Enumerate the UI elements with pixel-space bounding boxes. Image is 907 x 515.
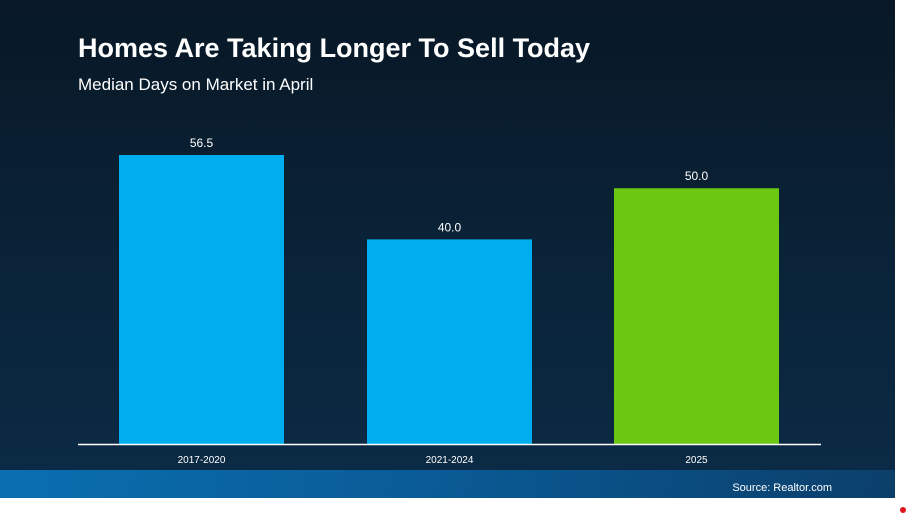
chart-title: Homes Are Taking Longer To Sell Today	[78, 33, 591, 63]
bar-2021-2024	[367, 239, 532, 444]
x-tick-label: 2017-2020	[178, 455, 226, 466]
data-label: 50.0	[685, 169, 709, 183]
x-tick-label: 2025	[685, 455, 708, 466]
data-label: 56.5	[190, 136, 214, 150]
bar-2017-2020	[119, 155, 284, 444]
red-dot	[900, 507, 906, 513]
source-note: Source: Realtor.com	[732, 482, 832, 494]
footer-bar	[0, 470, 895, 498]
data-label: 40.0	[438, 220, 462, 234]
chart-subtitle: Median Days on Market in April	[78, 75, 314, 94]
bar-2025	[614, 188, 779, 444]
x-tick-label: 2021-2024	[426, 455, 474, 466]
